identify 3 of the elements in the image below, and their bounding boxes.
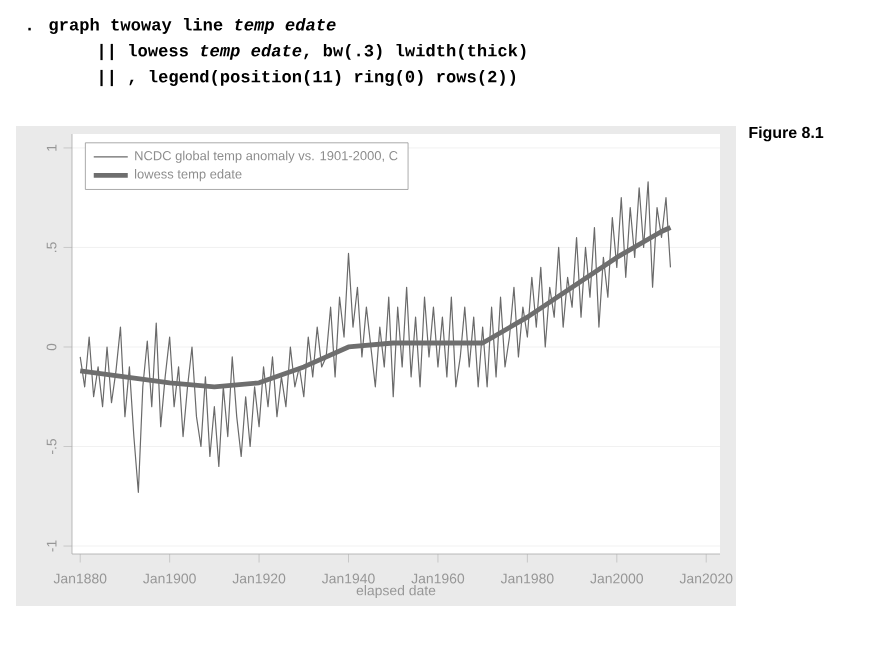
text: . graph twoway line temp edate [28,17,336,35]
text: || , legend(position(11) ring(0) rows(2)) [100,69,516,87]
text: || lowess temp edate, bw(.3) lwidth(thick) [100,43,526,61]
